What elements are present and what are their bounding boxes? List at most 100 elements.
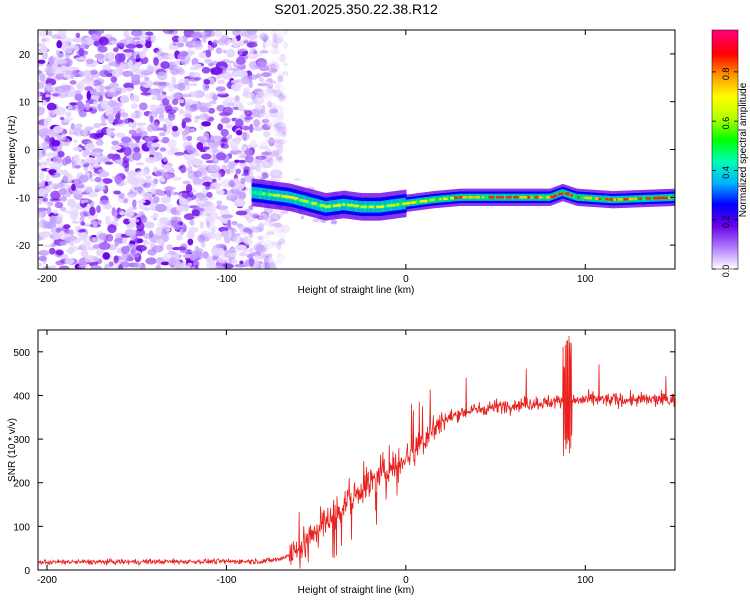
noise-blob bbox=[277, 173, 282, 179]
noise-blob bbox=[38, 81, 45, 90]
signal-peak bbox=[558, 192, 564, 196]
spectrogram-content bbox=[38, 30, 675, 269]
noise-blob bbox=[145, 136, 155, 142]
noise-blob bbox=[105, 215, 111, 225]
noise-blob bbox=[160, 56, 171, 60]
noise-blob bbox=[81, 78, 87, 83]
y-tick-label: 0 bbox=[24, 146, 30, 157]
noise-blob bbox=[143, 179, 155, 183]
noise-blob bbox=[246, 30, 258, 35]
noise-blob bbox=[236, 130, 243, 136]
noise-blob bbox=[52, 109, 60, 115]
noise-blob bbox=[90, 265, 102, 269]
noise-blob bbox=[242, 131, 248, 141]
noise-blob bbox=[110, 40, 119, 45]
snr-axes: -200 -100 0 100 0 100 200 300 400 500 bbox=[13, 330, 675, 586]
noise-blob bbox=[261, 112, 273, 119]
noise-blob bbox=[265, 218, 277, 223]
noise-blob bbox=[278, 106, 288, 112]
noise-blob bbox=[234, 159, 240, 163]
noise-blob bbox=[208, 164, 219, 173]
noise-blob bbox=[38, 183, 46, 188]
noise-blob bbox=[133, 146, 141, 153]
noise-blob bbox=[226, 102, 235, 107]
noise-blob bbox=[213, 182, 218, 186]
noise-blob bbox=[272, 148, 281, 157]
noise-blob bbox=[39, 73, 46, 82]
noise-blob bbox=[221, 138, 227, 143]
noise-blob bbox=[270, 150, 279, 158]
signal-peak bbox=[633, 197, 637, 201]
noise-blob bbox=[64, 257, 75, 265]
noise-blob bbox=[224, 250, 230, 259]
colorbar-tick-label: 0.6 bbox=[721, 117, 731, 130]
noise-blob bbox=[248, 80, 253, 89]
noise-blob bbox=[137, 238, 143, 244]
noise-blob bbox=[235, 168, 242, 175]
noise-blob bbox=[300, 215, 305, 220]
noise-blob bbox=[202, 37, 207, 43]
signal-peak bbox=[623, 198, 629, 201]
noise-blob bbox=[126, 170, 139, 177]
noise-blob bbox=[48, 265, 57, 269]
noise-blob bbox=[86, 71, 92, 77]
noise-blob bbox=[124, 209, 135, 218]
noise-blob bbox=[261, 151, 273, 156]
noise-blob bbox=[261, 262, 271, 269]
noise-blob bbox=[210, 172, 221, 178]
signal-peak bbox=[534, 196, 540, 199]
signal-peak bbox=[454, 196, 458, 199]
signal-peak bbox=[577, 196, 580, 199]
noise-blob bbox=[215, 247, 225, 253]
x-tick-label: 0 bbox=[403, 274, 409, 285]
noise-blob bbox=[131, 37, 141, 41]
noise-blob bbox=[230, 83, 242, 92]
noise-blob bbox=[110, 75, 118, 83]
noise-blob bbox=[240, 177, 246, 185]
noise-blob bbox=[207, 40, 213, 46]
noise-blob bbox=[99, 69, 110, 78]
noise-blob bbox=[257, 155, 263, 162]
noise-blob bbox=[256, 175, 263, 179]
noise-blob bbox=[252, 126, 264, 132]
noise-blob bbox=[177, 53, 187, 60]
signal-peak bbox=[370, 205, 374, 209]
noise-blob bbox=[95, 85, 101, 93]
noise-blob bbox=[46, 206, 52, 216]
noise-blob bbox=[72, 146, 83, 152]
noise-blob bbox=[74, 93, 84, 101]
y-tick-label: 500 bbox=[13, 348, 30, 359]
signal-peak bbox=[269, 193, 272, 196]
snr-background bbox=[38, 330, 675, 570]
noise-blob bbox=[178, 99, 185, 104]
noise-blob bbox=[259, 76, 264, 82]
noise-blob bbox=[249, 170, 254, 177]
noise-blob bbox=[56, 40, 63, 49]
signal-peak bbox=[477, 196, 480, 199]
noise-blob bbox=[257, 91, 265, 95]
y-tick-label: 100 bbox=[13, 522, 30, 533]
signal-peak bbox=[439, 197, 442, 201]
noise-blob bbox=[134, 229, 146, 237]
noise-blob bbox=[240, 76, 250, 85]
noise-blob bbox=[282, 129, 287, 138]
noise-blob bbox=[189, 219, 195, 226]
noise-blob bbox=[199, 221, 204, 229]
signal-peak bbox=[564, 192, 570, 195]
noise-blob bbox=[275, 139, 287, 149]
noise-blob bbox=[56, 30, 67, 38]
signal-peak bbox=[519, 196, 526, 199]
noise-blob bbox=[225, 169, 232, 175]
noise-blob bbox=[91, 172, 98, 176]
noise-blob bbox=[235, 210, 248, 216]
colorbar-tick-label: 0.0 bbox=[721, 265, 731, 278]
y-tick-label: 200 bbox=[13, 479, 30, 490]
noise-blob bbox=[128, 218, 140, 223]
noise-blob bbox=[60, 206, 67, 212]
noise-blob bbox=[274, 82, 281, 91]
noise-blob bbox=[171, 176, 182, 181]
noise-blob bbox=[228, 139, 240, 147]
snr-series-line bbox=[38, 335, 675, 569]
noise-blob bbox=[186, 196, 192, 202]
